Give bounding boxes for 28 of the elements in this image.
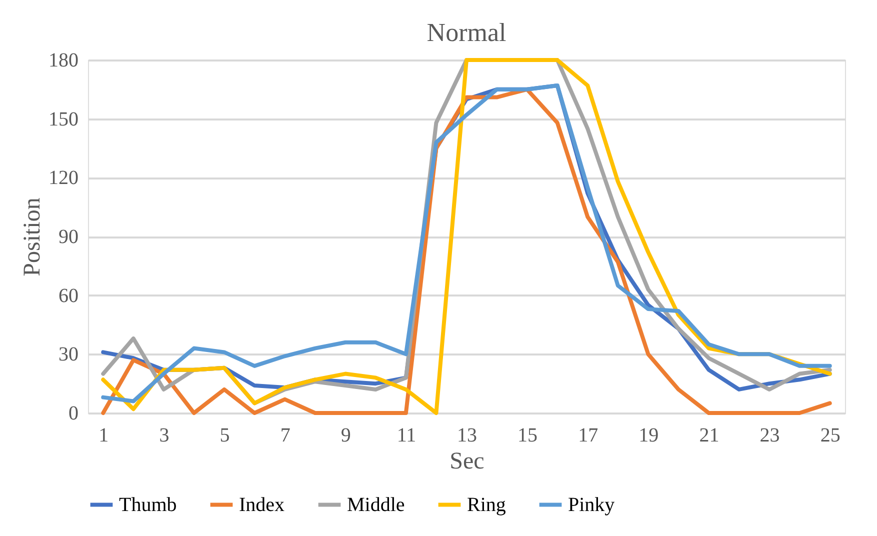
y-tick-label: 120 <box>48 167 78 190</box>
y-tick-label: 0 <box>68 402 78 424</box>
legend-label: Ring <box>467 494 506 516</box>
x-tick-label: 13 <box>457 424 477 446</box>
x-axis-title: Sec <box>450 448 484 474</box>
x-tick-label: 11 <box>396 424 416 446</box>
legend-label: Index <box>239 494 285 516</box>
x-tick-label: 15 <box>518 424 538 446</box>
x-tick-label: 23 <box>760 424 780 446</box>
x-tick-label: 17 <box>578 424 598 446</box>
legend-label: Pinky <box>568 494 615 516</box>
y-axis-title: Position <box>20 198 46 276</box>
y-tick-label: 90 <box>58 226 78 248</box>
y-tick-label: 60 <box>58 284 78 307</box>
x-tick-label: 3 <box>159 424 170 446</box>
legend-label: Middle <box>347 494 405 516</box>
y-tick-label: 30 <box>58 344 78 366</box>
x-tick-label: 7 <box>280 424 290 446</box>
chart-title: Normal <box>426 18 506 47</box>
x-tick-label: 9 <box>340 424 351 446</box>
x-tick-label: 19 <box>638 424 659 446</box>
x-tick-label: 25 <box>820 424 840 446</box>
y-tick-label: 180 <box>48 50 78 72</box>
x-tick-label: 1 <box>98 424 109 446</box>
x-tick-label: 21 <box>699 424 720 446</box>
y-tick-label: 150 <box>48 108 78 130</box>
legend-label: Thumb <box>119 494 177 516</box>
x-tick-label: 5 <box>220 424 230 446</box>
